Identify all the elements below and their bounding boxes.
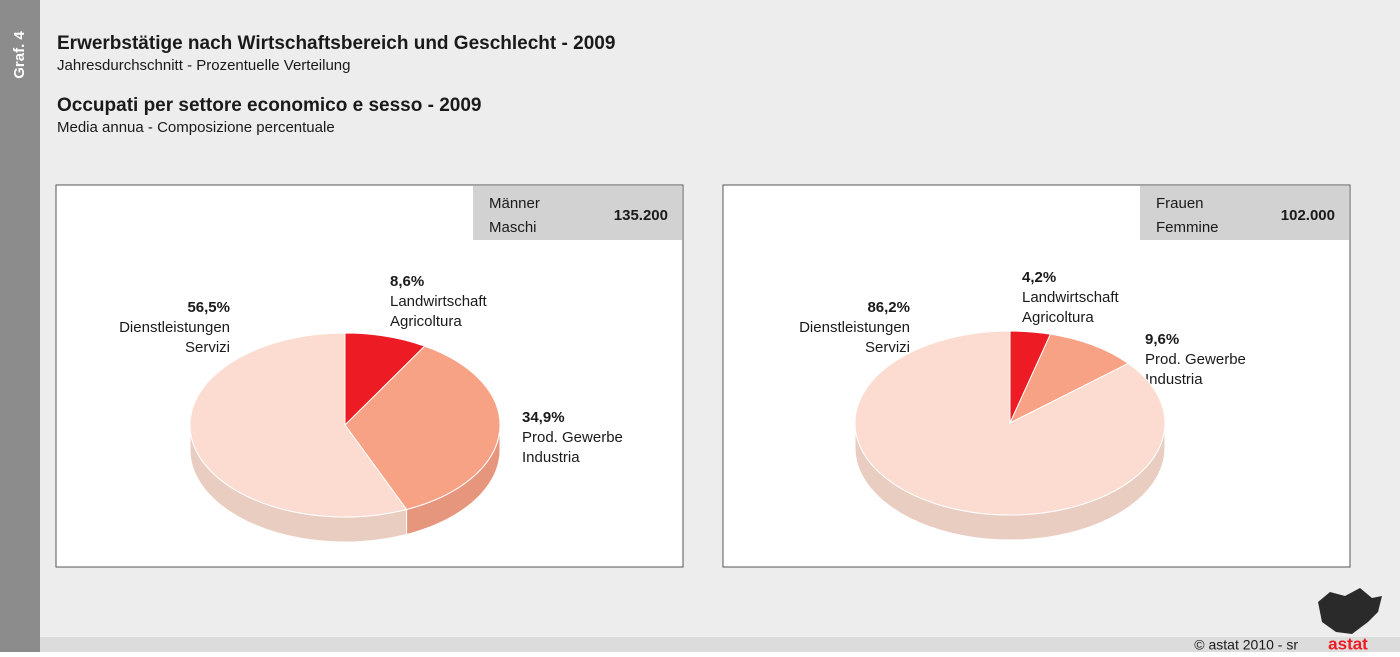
category-label: Dienstleistungen [119, 319, 230, 336]
value-label: 34,9% [522, 409, 565, 426]
slice [189, 332, 408, 518]
slice [344, 345, 501, 511]
slice [344, 332, 426, 427]
value-label: 56,5% [187, 299, 230, 316]
legend-label: Männer [489, 195, 540, 212]
category-label: Industria [1145, 371, 1203, 388]
side-bar [0, 0, 40, 652]
legend-label: Maschi [489, 219, 537, 236]
legend-label: Femmine [1156, 219, 1219, 236]
subtitle: Jahresdurchschnitt - Prozentuelle Vertei… [57, 57, 351, 74]
pie-panel: Männer Maschi 135.200 8,6% Landwirtschaft Agr… [55, 184, 684, 568]
category-label: Landwirtschaft [390, 293, 488, 310]
footer-band [0, 637, 1400, 652]
side-label: Graf. 4 [11, 31, 28, 79]
footer: © astat 2010 - sr [1194, 637, 1298, 652]
title: Occupati per settore economico e sesso -… [57, 95, 482, 116]
slice [854, 330, 1166, 516]
logo: astat [1318, 588, 1382, 653]
slice [1008, 333, 1130, 425]
subtitle: Media annua - Composizione percentuale [57, 119, 335, 136]
total-label: 135.200 [614, 207, 668, 224]
logo-text: astat [1328, 634, 1368, 652]
category-label: Industria [522, 449, 580, 466]
category-label: Servizi [185, 339, 230, 356]
title: Erwerbstätige nach Wirtschaftsbereich un… [57, 33, 615, 54]
total-box [1140, 186, 1349, 240]
pie-panel: Frauen Femmine 102.000 4,2% Landwirtschaft Ag… [722, 184, 1351, 568]
category-label: Prod. Gewerbe [1145, 351, 1246, 368]
category-label: Prod. Gewerbe [522, 429, 623, 446]
category-label: Agricoltura [390, 313, 462, 330]
logo-shape [1318, 588, 1382, 634]
total-box [473, 186, 682, 240]
category-label: Landwirtschaft [1022, 289, 1120, 306]
category-label: Dienstleistungen [799, 319, 910, 336]
legend-label: Frauen [1156, 195, 1204, 212]
value-label: 86,2% [867, 299, 910, 316]
total-label: 102.000 [1281, 207, 1335, 224]
category-label: Servizi [865, 339, 910, 356]
value-label: 4,2% [1022, 269, 1056, 286]
value-label: 8,6% [390, 273, 424, 290]
value-label: 9,6% [1145, 331, 1179, 348]
category-label: Agricoltura [1022, 309, 1094, 326]
